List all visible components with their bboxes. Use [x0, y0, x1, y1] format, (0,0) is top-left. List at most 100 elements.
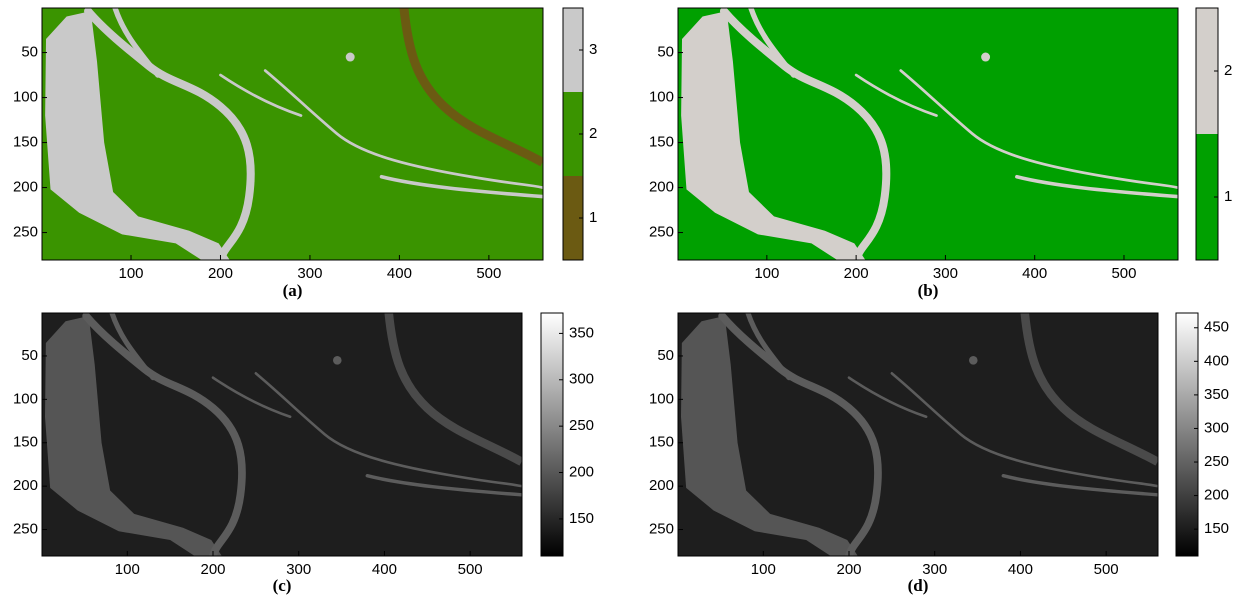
- y-tick-label: 100: [649, 390, 674, 407]
- colorbar-tick-label: 150: [569, 510, 594, 527]
- channel: [847, 376, 928, 419]
- y-tick-label: 50: [657, 347, 674, 364]
- y-tick-label: 50: [657, 44, 674, 61]
- channel: [219, 73, 303, 117]
- panel: 100 200 300 400 500 50 100 150 200 250 (c) 150 200 25…: [13, 312, 594, 595]
- x-tick-label: 100: [115, 561, 140, 578]
- y-tick-label: 150: [13, 434, 38, 451]
- x-tick-label: 400: [1022, 265, 1047, 282]
- y-tick-label: 100: [649, 89, 674, 106]
- y-tick-label: 200: [649, 477, 674, 494]
- y-tick-label: 250: [13, 224, 38, 241]
- axes-frame: [41, 7, 544, 261]
- y-tick-label: 50: [21, 44, 38, 61]
- image-scene: [45, 313, 522, 556]
- colorbar-tick-label: 3: [589, 41, 597, 58]
- y-tick-label: 200: [13, 477, 38, 494]
- y-tick-label: 250: [649, 224, 674, 241]
- image-scene: [681, 313, 1158, 556]
- x-tick-label: 500: [458, 561, 483, 578]
- y-tick-label: 150: [13, 134, 38, 151]
- channel: [112, 8, 161, 78]
- colorbar-tick-label: 2: [589, 125, 597, 142]
- colorbar-tick-label: 2: [1224, 62, 1232, 79]
- x-tick-label: 200: [208, 265, 233, 282]
- colorbar-frame: [1195, 7, 1219, 261]
- lake: [681, 11, 866, 260]
- colorbar-gradient: [541, 313, 563, 556]
- lake: [45, 11, 230, 260]
- colorbar-tick-label: 300: [1204, 419, 1229, 436]
- patch: [333, 355, 342, 365]
- panel: 100 200 300 400 500 50 100 150 200 250 (a) 1 2 3: [13, 7, 597, 300]
- colorbar-frame: [540, 312, 564, 557]
- colorbar-segment: [563, 176, 583, 260]
- channel: [854, 73, 938, 117]
- image: [42, 8, 543, 260]
- colorbar-tick-label: 1: [1224, 188, 1232, 205]
- river: [384, 313, 522, 466]
- y-tick-label: 150: [649, 434, 674, 451]
- panel: 100 200 300 400 500 50 100 150 200 250 (b) 1 2: [649, 7, 1232, 300]
- colorbar-segment: [563, 92, 583, 176]
- river: [1034, 8, 1178, 167]
- colorbar-tick-label: 150: [1204, 520, 1229, 537]
- panel: 100 200 300 400 500 50 100 150 200 250 (d) 150 200 25…: [649, 312, 1229, 595]
- channel: [899, 69, 1178, 189]
- colorbar-tick-label: 450: [1204, 319, 1229, 336]
- colorbar-tick-label: 350: [569, 324, 594, 341]
- caption: (d): [908, 576, 929, 595]
- x-tick-label: 200: [200, 561, 225, 578]
- colorbar-tick-label: 1: [589, 209, 597, 226]
- channel: [84, 8, 255, 260]
- patch: [345, 52, 355, 62]
- colorbar-tick-label: 200: [1204, 487, 1229, 504]
- lake: [45, 316, 222, 556]
- channel: [379, 174, 543, 199]
- x-tick-label: 300: [933, 265, 958, 282]
- x-tick-label: 500: [476, 265, 501, 282]
- axes-frame: [677, 7, 1179, 261]
- channel: [254, 372, 522, 488]
- colorbar-segment: [1196, 8, 1218, 134]
- x-tick-label: 300: [286, 561, 311, 578]
- colorbar-tick-label: 350: [1204, 386, 1229, 403]
- x-tick-label: 100: [119, 265, 144, 282]
- channel: [718, 313, 882, 556]
- caption: (c): [273, 576, 292, 595]
- x-tick-label: 200: [836, 561, 861, 578]
- x-tick-label: 400: [387, 265, 412, 282]
- x-tick-label: 100: [751, 561, 776, 578]
- y-tick-label: 200: [13, 179, 38, 196]
- channel: [745, 313, 792, 381]
- colorbar-tick-label: 250: [569, 417, 594, 434]
- channel: [365, 473, 522, 497]
- colorbar-gradient: [1176, 313, 1198, 556]
- y-tick-label: 250: [649, 520, 674, 537]
- image: [678, 313, 1158, 556]
- colorbar-tick-label: 300: [569, 371, 594, 388]
- y-tick-label: 100: [13, 390, 38, 407]
- colorbar-tick-label: 250: [1204, 453, 1229, 470]
- y-tick-label: 50: [21, 347, 38, 364]
- channel: [211, 376, 292, 419]
- channel: [748, 8, 797, 78]
- colorbar-frame: [1175, 312, 1199, 557]
- image: [678, 8, 1178, 260]
- channel: [82, 313, 246, 556]
- x-tick-label: 300: [297, 265, 322, 282]
- caption: (b): [918, 281, 939, 300]
- y-tick-label: 100: [13, 89, 38, 106]
- x-tick-label: 500: [1094, 561, 1119, 578]
- channel: [1015, 174, 1178, 199]
- river: [399, 8, 543, 167]
- channel: [1001, 473, 1158, 497]
- channel: [109, 313, 156, 381]
- image-scene: [681, 8, 1178, 260]
- x-tick-label: 200: [844, 265, 869, 282]
- y-tick-label: 250: [13, 520, 38, 537]
- colorbar-segment: [563, 8, 583, 92]
- x-tick-label: 300: [922, 561, 947, 578]
- channel: [890, 372, 1158, 488]
- axes-frame: [41, 312, 523, 557]
